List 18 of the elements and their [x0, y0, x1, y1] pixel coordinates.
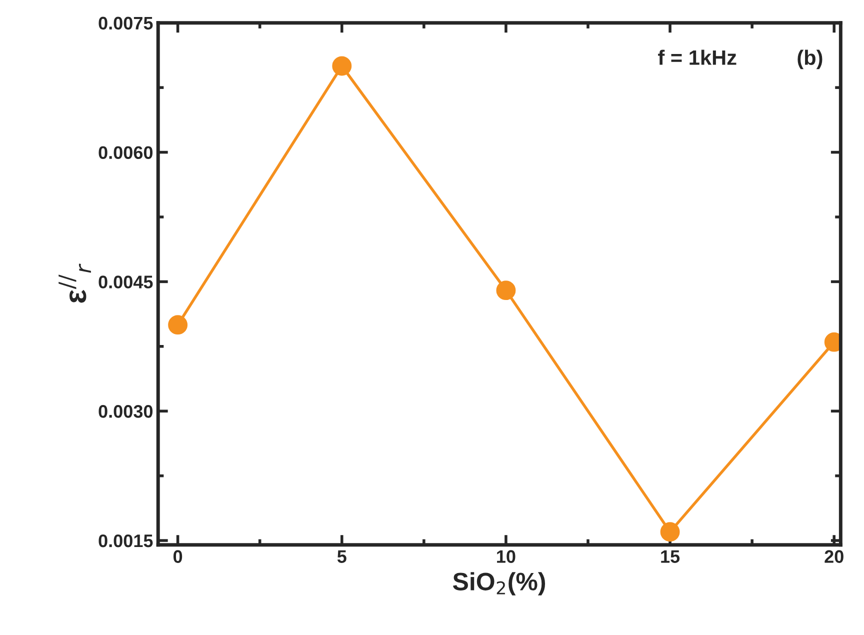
x-axis-title: SiO$_{2}$(%): [452, 572, 546, 596]
point: [660, 522, 680, 542]
x-tick-label: 5: [337, 550, 346, 563]
point: [496, 280, 516, 300]
y-axis-title: ε$^{//}$$_{r}$: [58, 264, 91, 303]
annotation: f = 1kHz: [658, 50, 736, 65]
x-tick-label: 10: [497, 550, 516, 563]
y-tick-label: 0.0060: [98, 146, 153, 159]
annotation: (b): [798, 50, 822, 70]
y-tick-label: 0.0015: [98, 534, 153, 548]
x-tick-label: 20: [824, 550, 844, 563]
x-tick-label: 0: [173, 550, 182, 563]
y-tick-label: 0.0030: [98, 405, 153, 418]
point: [168, 315, 188, 335]
point: [332, 56, 352, 76]
y-tick-label: 0.0045: [98, 276, 153, 288]
x-tick-label: 15: [661, 550, 680, 563]
y-tick-label: 0.0075: [98, 16, 153, 30]
